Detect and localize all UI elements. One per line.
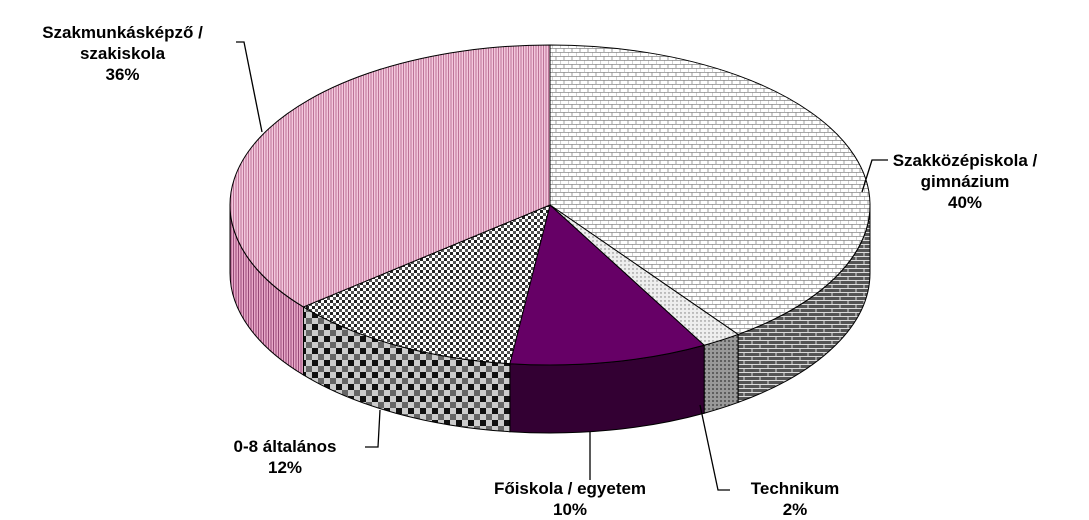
slice: [509, 204, 706, 366]
slice-label: Technikum 2%: [720, 478, 870, 520]
category-label: Főiskola / egyetem: [493, 479, 647, 498]
slice-label: Szakközépiskola / gimnázium 40%: [875, 150, 1055, 213]
value-label: 2%: [782, 500, 808, 519]
leader-line: [236, 41, 263, 133]
slice-label: Szakmunkásképző / szakiskola 36%: [5, 22, 240, 85]
leader-lines: [236, 41, 888, 491]
slice-label: Főiskola / egyetem 10%: [440, 478, 700, 520]
slice-side: [703, 333, 739, 414]
value-label: 12%: [267, 458, 303, 477]
slice-label: 0-8 általános 12%: [205, 436, 365, 478]
slice: [549, 44, 871, 336]
slice: [302, 204, 551, 365]
value-label: 40%: [947, 193, 983, 212]
leader-line: [699, 404, 730, 491]
slice: [229, 44, 551, 308]
category-label: Szakmunkásképző / szakiskola: [42, 23, 203, 63]
leader-line: [861, 159, 888, 193]
category-label: Technikum: [750, 479, 840, 498]
value-label: 10%: [552, 500, 588, 519]
leader-line: [365, 409, 381, 448]
value-label: 36%: [105, 65, 140, 84]
category-label: 0-8 általános: [233, 437, 337, 456]
category-label: Szakközépiskola / gimnázium: [892, 151, 1038, 191]
